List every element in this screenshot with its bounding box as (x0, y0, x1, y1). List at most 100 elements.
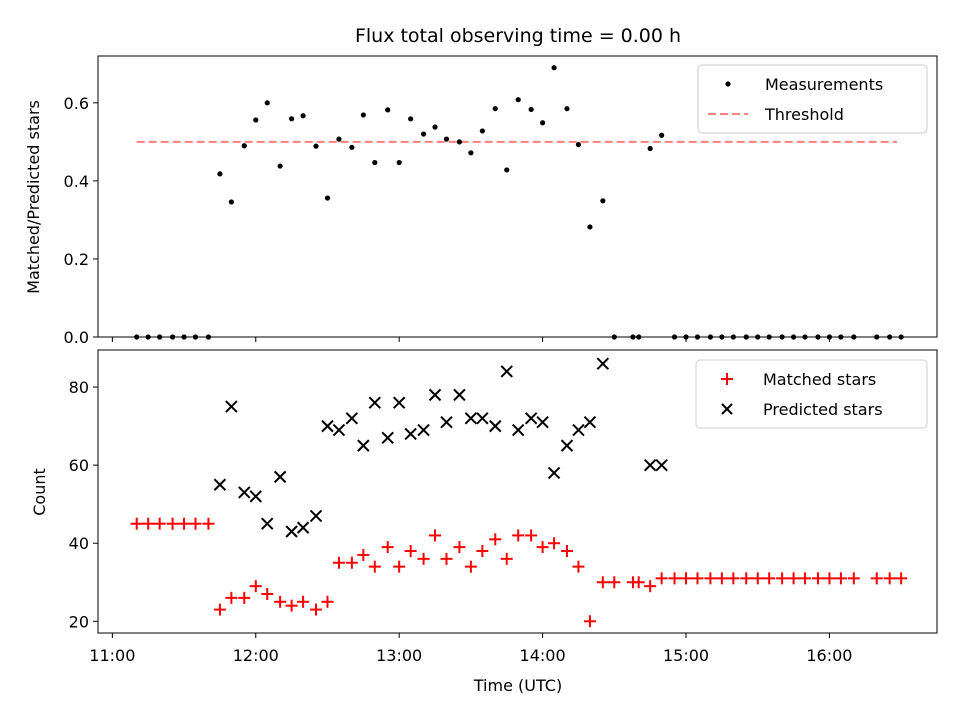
predicted-star-point (381, 431, 394, 445)
matched-star-point (811, 572, 824, 585)
matched-star-point (572, 560, 585, 573)
matched-star-point (536, 541, 549, 554)
matched-star-point (895, 572, 908, 585)
matched-star-point (668, 572, 681, 585)
measurement-point (479, 128, 485, 134)
predicted-star-point (655, 458, 668, 472)
matched-star-point (644, 580, 657, 593)
y-tick-label: 20 (69, 612, 89, 631)
predicted-star-point (261, 517, 274, 530)
measurement-point (300, 113, 306, 119)
matched-star-point (393, 560, 406, 573)
predicted-star-point (321, 419, 334, 433)
y-tick-label: 60 (69, 456, 89, 475)
measurement-point (443, 136, 450, 142)
count-legend: Matched stars Predicted stars (695, 359, 928, 429)
matched-star-point (489, 533, 502, 546)
matched-star-point (823, 572, 836, 585)
predicted-star-point (273, 470, 287, 484)
matched-star-point (583, 615, 596, 628)
matched-star-point (560, 545, 573, 558)
matched-star-point (704, 572, 717, 585)
predicted-star-point (560, 439, 574, 452)
matched-star-point (476, 545, 489, 558)
matched-star-point (345, 556, 358, 569)
matched-star-point (142, 517, 155, 530)
predicted-star-point (500, 365, 513, 378)
predicted-star-point (249, 490, 262, 503)
ratio-legend-box (697, 64, 928, 134)
measurement-point (468, 150, 474, 156)
ratio-legend: Measurements Threshold (697, 64, 928, 134)
measurement-point (360, 112, 366, 118)
predicted-star-point (547, 466, 561, 480)
measurement-point (264, 100, 270, 106)
matched-star-point (417, 552, 430, 565)
count-x-ticks: 11:00 12:00 13:00 14:00 15:00 16:00 (89, 633, 852, 665)
matched-star-point (776, 572, 789, 585)
predicted-star-point (596, 357, 610, 370)
legend-measurements-marker (725, 81, 731, 87)
matched-star-point (404, 545, 417, 558)
matched-star-point (189, 517, 202, 530)
measurement-point (324, 195, 331, 201)
predicted-star-point (296, 521, 310, 534)
matched-star-point (381, 541, 394, 554)
y-tick-label: 0.0 (64, 328, 89, 347)
legend-measurements-label: Measurements (765, 75, 883, 94)
count-y-ticks: 20 40 60 80 (69, 378, 98, 631)
y-tick-label: 80 (69, 378, 89, 397)
matched-star-point (727, 572, 740, 585)
predicted-star-point (536, 416, 549, 429)
measurement-point (492, 106, 498, 112)
matched-star-point (202, 517, 215, 530)
matched-star-point (799, 572, 812, 585)
matched-star-point (787, 572, 800, 585)
y-tick-label: 40 (69, 534, 89, 553)
measurement-point (385, 107, 391, 113)
matched-star-point (680, 572, 693, 585)
measurement-point (587, 224, 593, 230)
predicted-star-point (345, 412, 359, 425)
predicted-star-point (404, 427, 417, 441)
matched-star-point (751, 572, 764, 585)
measurement-point (432, 124, 438, 130)
measurement-point (515, 97, 521, 103)
predicted-star-point (512, 423, 525, 437)
measurement-point (289, 116, 295, 122)
predicted-star-point (453, 388, 466, 402)
y-tick-label: 0.6 (64, 94, 89, 113)
x-axis-label: Time (UTC) (473, 676, 562, 695)
ratio-panel: 0.0 0.2 0.4 0.6 Matched/Predicted stars Mea… (24, 55, 938, 347)
predicted-stars-layer (213, 357, 668, 538)
x-tick-label: 16:00 (806, 646, 852, 665)
count-plot-frame (97, 349, 938, 634)
predicted-star-point (489, 419, 502, 433)
matched-star-point (608, 576, 621, 589)
matched-star-point (213, 603, 226, 616)
predicted-star-point (428, 388, 442, 402)
measurement-point (349, 144, 355, 150)
y-tick-label: 0.4 (64, 172, 89, 191)
measurement-point (564, 106, 570, 112)
matched-star-point (274, 595, 287, 608)
measurement-point (336, 136, 342, 142)
x-tick-label: 13:00 (376, 646, 422, 665)
predicted-star-point (440, 416, 453, 429)
ratio-plot-frame (97, 55, 938, 338)
legend-matched-label: Matched stars (763, 370, 876, 389)
measurement-point (313, 143, 319, 149)
matched-star-point (596, 576, 609, 589)
predicted-star-point (464, 412, 478, 425)
legend-threshold-label: Threshold (764, 105, 844, 124)
measurement-point (277, 163, 283, 169)
predicted-star-point (225, 400, 238, 413)
matched-star-point (153, 517, 166, 530)
matched-star-point (763, 572, 776, 585)
predicted-star-point (309, 509, 323, 523)
predicted-star-point (524, 412, 538, 425)
matched-star-point (166, 517, 179, 530)
legend-predicted-marker (721, 403, 733, 415)
